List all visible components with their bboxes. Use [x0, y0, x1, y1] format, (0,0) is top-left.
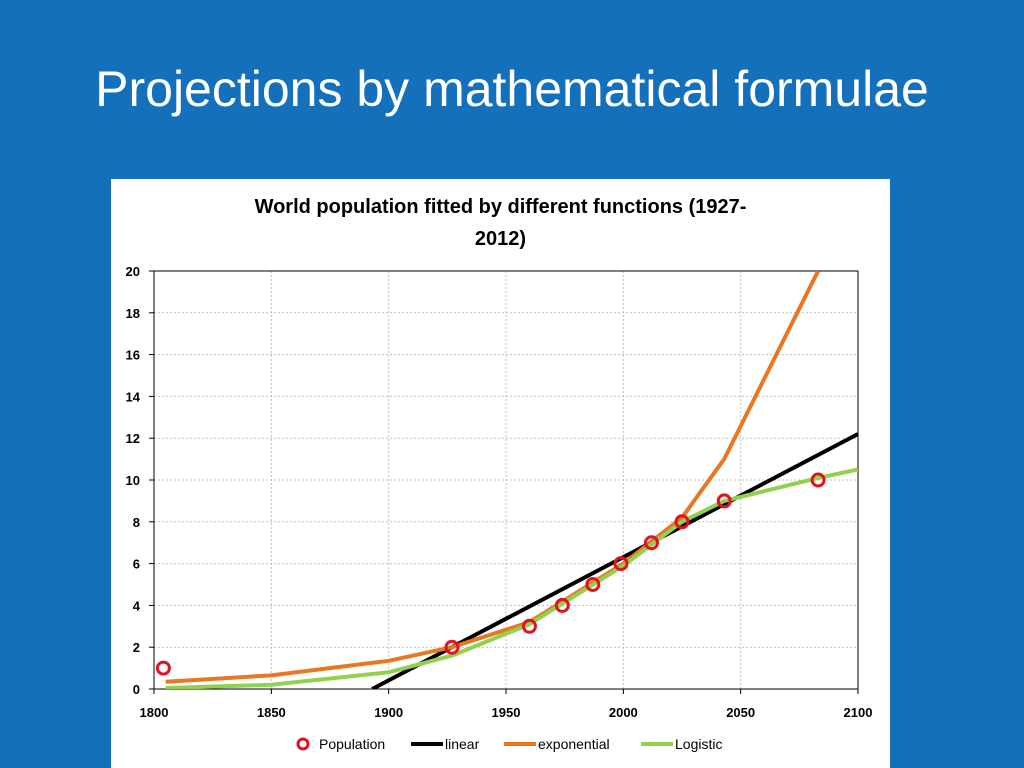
data-point-population [521, 618, 537, 634]
data-point-population [643, 535, 659, 551]
chart-title-line-1: World population fitted by different fun… [254, 196, 747, 218]
y-tick-label: 8 [133, 515, 140, 530]
series-line-logistic [165, 467, 858, 689]
series-line-exponential [165, 271, 820, 684]
x-tick-label: 1850 [257, 705, 286, 720]
data-point-population [585, 577, 601, 592]
y-tick-label: 10 [126, 473, 140, 488]
x-tick-label: 2000 [609, 705, 638, 720]
x-tick-label: 1950 [492, 705, 521, 720]
x-tick-label: 1800 [140, 705, 169, 720]
data-point-population [674, 514, 690, 530]
y-tick-label: 12 [126, 431, 140, 446]
x-tick-label: 2050 [726, 705, 755, 720]
data-point-population [155, 660, 171, 676]
x-tick-label: 1900 [374, 705, 403, 720]
legend-label: Logistic [675, 736, 722, 752]
chart-title: World population fitted by different fun… [111, 191, 890, 255]
slide-title: Projections by mathematical formulae [95, 61, 929, 117]
legend-label: linear [445, 736, 480, 752]
chart-svg: 0 2 4 6 8 10 12 14 16 18 20 1800 1850 1900 1950 2000 205… [126, 264, 873, 752]
legend-item-linear: linear [411, 736, 480, 752]
x-tick-label: 2100 [844, 705, 873, 720]
data-point-population [444, 639, 460, 655]
y-tick-label: 6 [133, 557, 140, 572]
y-tick-label: 0 [133, 682, 140, 697]
data-point-population [716, 493, 732, 509]
data-point-population [810, 472, 826, 488]
data-point-population [613, 556, 629, 572]
y-tick-label: 2 [133, 640, 140, 655]
y-tick-label: 20 [126, 264, 140, 279]
y-tick-label: 14 [126, 389, 141, 404]
legend-item-exponential: exponential [504, 736, 610, 752]
data-point-population [554, 597, 570, 613]
legend-item-population: Population [296, 736, 385, 752]
legend-label: exponential [538, 736, 610, 752]
legend-swatch [296, 737, 310, 751]
chart-panel: World population fitted by different fun… [111, 179, 890, 768]
legend-label: Population [319, 736, 385, 752]
y-tick-label: 16 [126, 348, 140, 363]
chart-title-line-2: 2012) [474, 228, 527, 250]
y-tick-label: 18 [126, 306, 140, 321]
legend-item-logistic: Logistic [641, 736, 722, 752]
y-tick-label: 4 [133, 598, 141, 613]
